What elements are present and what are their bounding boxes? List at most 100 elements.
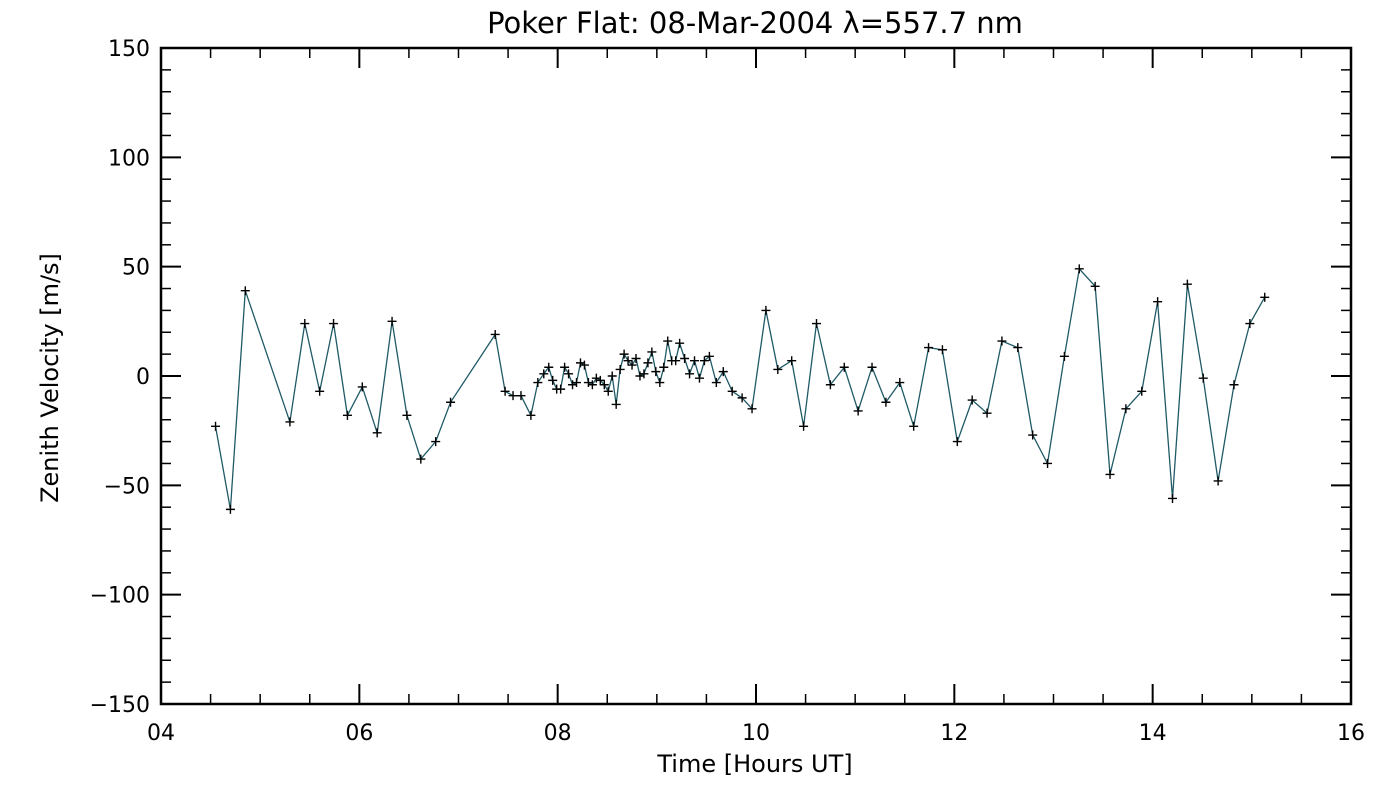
x-tick-label: 16: [1337, 721, 1365, 746]
x-tick-label: 08: [544, 721, 572, 746]
data-point: [329, 319, 339, 329]
data-point: [1168, 493, 1177, 503]
data-point: [773, 364, 783, 374]
data-point: [867, 362, 877, 372]
data-point: [671, 356, 681, 366]
data-point: [643, 358, 653, 368]
data-point: [1105, 469, 1115, 479]
data-point: [587, 380, 597, 390]
data-markers: [211, 264, 1270, 514]
data-point: [357, 382, 367, 392]
data-point: [747, 404, 757, 414]
data-point: [1245, 319, 1255, 329]
data-point: [285, 417, 295, 427]
data-point: [315, 386, 325, 396]
data-point: [1090, 281, 1100, 291]
data-point: [603, 386, 613, 396]
data-point: [659, 362, 669, 372]
data-point: [583, 378, 593, 388]
data-point: [1229, 380, 1239, 390]
data-point: [572, 378, 582, 388]
data-point: [699, 356, 709, 366]
data-point: [416, 454, 426, 464]
y-tick-labels: −150 −100 −50 0 50 100 150: [90, 37, 150, 718]
data-point: [1182, 279, 1192, 289]
data-point: [533, 378, 543, 388]
data-point: [909, 421, 919, 431]
data-point: [718, 367, 728, 377]
data-point: [924, 343, 934, 353]
data-point: [508, 391, 518, 401]
data-point: [663, 336, 673, 346]
data-point: [1043, 458, 1053, 468]
x-tick-label: 10: [742, 721, 770, 746]
data-point: [675, 338, 685, 348]
data-point: [387, 316, 397, 326]
data-point: [853, 406, 863, 416]
data-point: [526, 410, 536, 420]
data-point: [595, 375, 605, 385]
data-point: [967, 395, 977, 405]
data-point: [704, 351, 714, 361]
x-tick-labels: 04 06 08 10 12 14 16: [147, 721, 1365, 746]
data-point: [599, 380, 609, 390]
data-point: [839, 362, 849, 372]
data-point: [500, 386, 510, 396]
y-tick-label: −50: [104, 474, 150, 499]
y-tick-label: −150: [90, 693, 150, 718]
data-point: [556, 384, 566, 394]
velocity-series: [214, 267, 1266, 510]
data-point: [1028, 430, 1038, 440]
data-point: [342, 410, 352, 420]
data-point: [564, 369, 574, 379]
data-point: [1137, 386, 1147, 396]
data-point: [623, 356, 633, 366]
data-point: [372, 428, 382, 438]
data-point: [799, 421, 809, 431]
data-point: [655, 378, 665, 388]
y-tick-label: −100: [90, 584, 150, 609]
data-point: [1059, 351, 1069, 361]
data-point: [685, 369, 695, 379]
data-point: [690, 356, 700, 366]
data-point: [240, 286, 250, 296]
data-point: [1260, 292, 1270, 302]
data-point: [300, 319, 310, 329]
x-tick-label: 14: [1139, 721, 1167, 746]
data-point: [647, 347, 657, 357]
data-point: [607, 371, 617, 381]
chart-title: Poker Flat: 08-Mar-2004 λ=557.7 nm: [487, 6, 1023, 40]
data-point: [575, 358, 585, 368]
data-point: [937, 345, 947, 355]
data-point: [1121, 404, 1131, 414]
data-point: [825, 380, 835, 390]
axis-ticks: [160, 47, 1352, 705]
data-point: [615, 364, 625, 374]
data-point: [711, 378, 721, 388]
data-point: [627, 360, 637, 370]
data-point: [548, 375, 558, 385]
data-point: [516, 391, 526, 401]
data-point: [811, 319, 821, 329]
data-point: [639, 369, 649, 379]
x-axis-label: Time [Hours UT]: [656, 750, 852, 778]
x-tick-label: 06: [345, 721, 373, 746]
data-point: [544, 362, 554, 372]
data-point: [635, 371, 645, 381]
data-point: [225, 504, 235, 514]
data-point: [1213, 476, 1223, 486]
data-point: [1198, 373, 1208, 383]
data-point: [560, 362, 570, 372]
data-point: [568, 380, 578, 390]
data-point: [881, 397, 891, 407]
y-axis-label: Zenith Velocity [m/s]: [36, 253, 64, 503]
y-tick-label: 100: [108, 146, 150, 171]
data-point: [737, 393, 747, 403]
data-point: [402, 410, 412, 420]
y-tick-label: 0: [136, 365, 150, 390]
data-point: [619, 349, 629, 359]
y-tick-label: 150: [108, 37, 150, 62]
data-point: [611, 399, 621, 409]
data-point: [631, 354, 641, 364]
